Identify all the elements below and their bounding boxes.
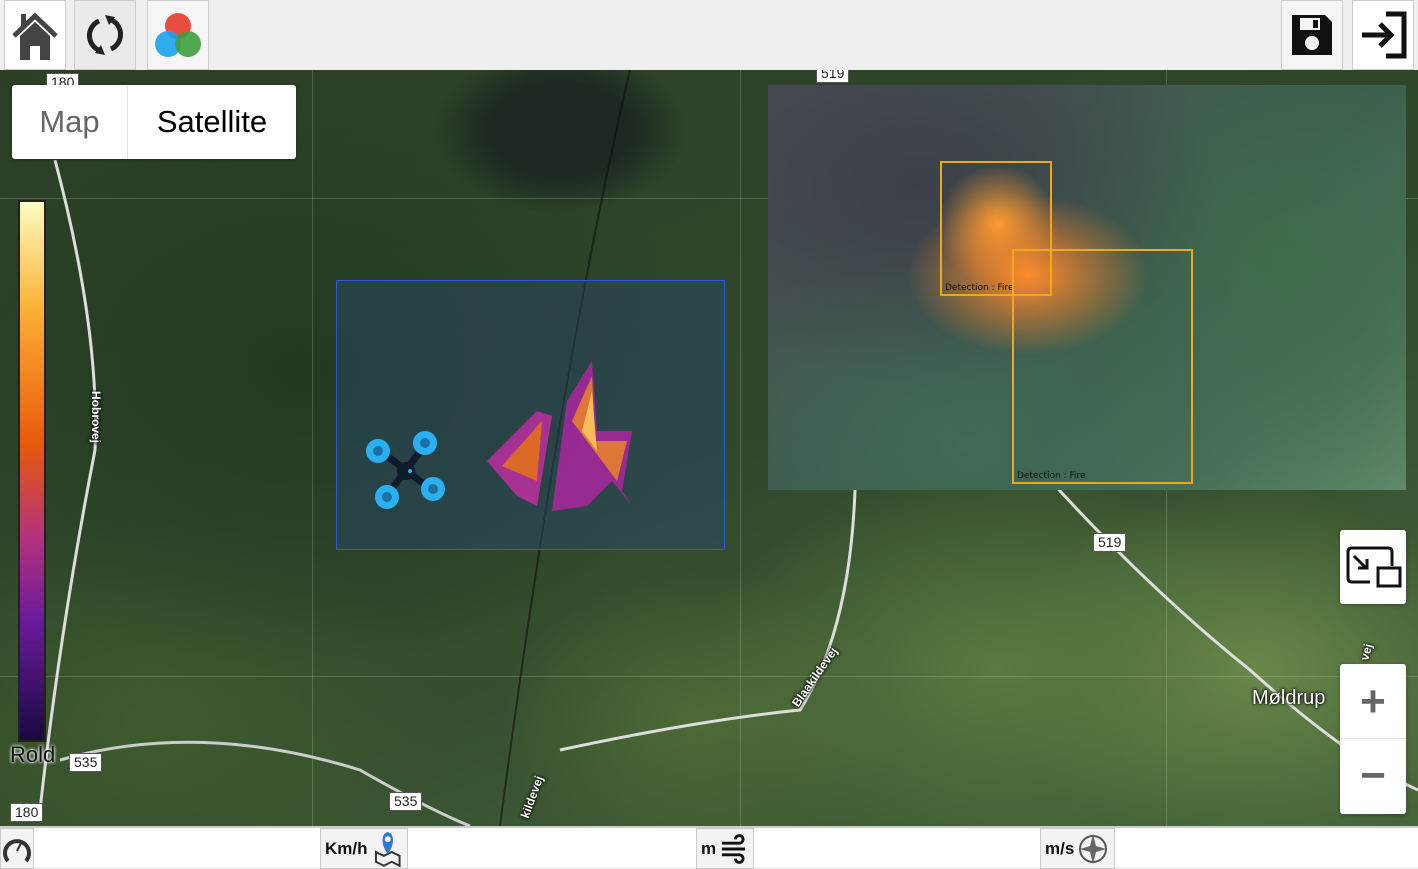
thermal-overlay	[336, 280, 725, 550]
detection-label: Detection : Fire	[945, 283, 1014, 293]
detection-label: Detection : Fire	[1017, 471, 1086, 481]
color-channels-icon	[155, 13, 201, 57]
wind-speed-status[interactable]: m/s	[1040, 828, 1115, 869]
altitude-status[interactable]: m	[696, 828, 754, 869]
picture-in-picture-icon	[1346, 546, 1402, 588]
logout-button[interactable]	[1352, 0, 1414, 70]
zoom-out-button[interactable]: −	[1360, 751, 1386, 800]
speedometer-icon	[3, 838, 31, 862]
road-label: Hobrovej	[89, 390, 104, 444]
zoom-in-button[interactable]: +	[1340, 665, 1406, 739]
top-toolbar	[0, 0, 1418, 70]
thermal-colorbar	[18, 200, 46, 742]
map-type-control: Map Satellite	[12, 85, 296, 159]
detection-box: Detection : Fire	[1012, 249, 1193, 484]
road-shield: 535	[69, 753, 103, 772]
unit-label: m	[701, 838, 717, 858]
unit-label: Km/h	[325, 838, 368, 858]
logout-icon	[1362, 11, 1407, 59]
wind-icon	[722, 833, 746, 864]
road-shield: 180	[10, 803, 44, 822]
thermal-heatmap	[487, 361, 632, 511]
refresh-icon	[87, 15, 123, 55]
save-icon	[1292, 15, 1332, 55]
road-shield: 535	[389, 792, 423, 811]
home-icon	[12, 12, 58, 60]
home-button[interactable]	[4, 0, 66, 70]
picture-in-picture-button[interactable]	[1340, 530, 1406, 604]
map-type-map-button[interactable]: Map	[12, 85, 128, 159]
road-shield: 519	[816, 70, 850, 83]
status-bar: Km/h m m/s	[0, 826, 1418, 869]
ground-speed-status[interactable]: Km/h	[320, 828, 408, 869]
refresh-button[interactable]	[74, 0, 136, 70]
colorbar-label: Rold	[10, 742, 56, 767]
color-channels-button[interactable]	[147, 0, 209, 70]
compass-icon	[1079, 833, 1108, 864]
save-button[interactable]	[1281, 0, 1343, 70]
road-shield: 519	[1093, 533, 1127, 552]
map-type-satellite-button[interactable]: Satellite	[156, 104, 268, 139]
detection-box: Detection : Fire	[940, 161, 1052, 296]
speed-status[interactable]	[0, 828, 34, 869]
zoom-control: + −	[1340, 664, 1406, 814]
drone-icon[interactable]	[363, 429, 449, 515]
drone-video-feed[interactable]: Detection : Fire Detection : Fire	[768, 85, 1406, 490]
map-pin-icon	[374, 831, 401, 867]
place-label: Møldrup	[1252, 687, 1326, 709]
unit-label: m/s	[1045, 838, 1075, 858]
